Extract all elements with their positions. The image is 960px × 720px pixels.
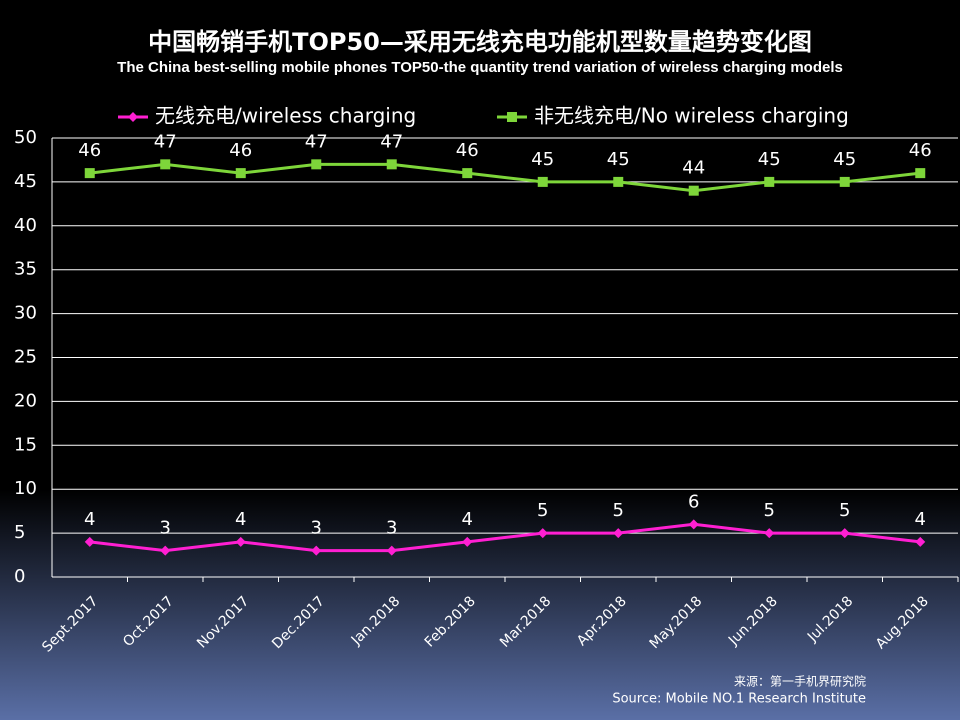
point [915,168,926,179]
data-label: 46 [78,140,101,161]
data-label: 5 [764,500,775,521]
data-label: 6 [688,491,699,512]
y-tick-label: 5 [14,522,25,543]
data-label: 5 [613,500,624,521]
point [613,176,624,187]
point [537,528,548,539]
data-label: 45 [531,149,554,170]
point [160,545,171,556]
legend-label: 非无线充电/No wireless charging [534,104,849,128]
point [160,159,171,170]
point [507,112,517,122]
data-label: 45 [607,149,630,170]
point [688,185,699,196]
point [235,168,246,179]
data-label: 45 [833,149,856,170]
point [462,168,473,179]
series-line [89,522,921,553]
y-tick-label: 25 [14,347,37,368]
data-label: 4 [235,509,246,530]
point [386,545,397,556]
y-tick-label: 0 [14,566,25,587]
point [462,536,473,547]
y-tick-label: 35 [14,259,37,280]
point [764,176,775,187]
point [537,176,548,187]
chart-subtitle: The China best-selling mobile phones TOP… [117,59,843,76]
point [311,545,322,556]
y-tick-label: 30 [14,303,37,324]
point [839,528,850,539]
point [915,536,926,547]
data-label: 46 [229,140,252,161]
data-label: 3 [386,518,397,539]
data-label: 5 [537,500,548,521]
y-tick-label: 10 [14,478,37,499]
data-label: 4 [84,509,95,530]
chart-title: 中国畅销手机TOP50—采用无线充电功能机型数量趋势变化图 [148,28,812,56]
data-label: 46 [909,140,932,161]
point [235,536,246,547]
series-line [89,162,921,193]
data-label: 44 [682,158,705,179]
y-tick-label: 15 [14,434,37,455]
point [613,528,624,539]
y-tick-label: 40 [14,215,37,236]
source-cn: 来源：第一手机界研究院 [734,674,866,689]
data-label: 47 [154,131,177,152]
data-label: 4 [915,509,926,530]
data-label: 45 [758,149,781,170]
point [84,168,95,179]
point [764,528,775,539]
data-label: 5 [839,500,850,521]
y-tick-label: 50 [14,127,37,148]
point [311,159,322,170]
data-label: 3 [160,518,171,539]
y-tick-label: 45 [14,171,37,192]
point [839,176,850,187]
point [386,159,397,170]
source-en: Source: Mobile NO.1 Research Institute [612,692,866,707]
legend-label: 无线充电/wireless charging [155,104,416,128]
data-label: 3 [311,518,322,539]
data-label: 4 [462,509,473,530]
y-tick-label: 20 [14,390,37,411]
point [128,112,138,122]
data-label: 47 [305,131,328,152]
point [84,536,95,547]
point [688,519,699,530]
data-label: 46 [456,140,479,161]
data-label: 47 [380,131,403,152]
